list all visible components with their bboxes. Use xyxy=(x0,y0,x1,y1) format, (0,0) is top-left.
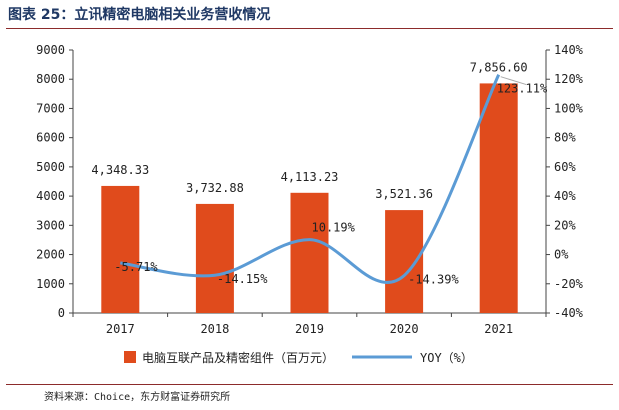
left-tick-label: 5000 xyxy=(36,160,65,174)
legend-line-label: YOY（%） xyxy=(420,351,473,365)
left-tick-label: 9000 xyxy=(36,43,65,57)
bar-label: 4,113.23 xyxy=(281,170,339,184)
x-tick-label: 2021 xyxy=(484,322,513,336)
left-tick-label: 2000 xyxy=(36,248,65,262)
yoy-label: -14.39% xyxy=(408,273,459,287)
right-tick-label: 100% xyxy=(554,101,584,115)
x-tick-label: 2019 xyxy=(295,322,324,336)
left-tick-label: 0 xyxy=(58,306,65,320)
title-divider xyxy=(6,28,613,29)
bar-2021 xyxy=(479,83,518,313)
yoy-label: 10.19% xyxy=(312,221,356,235)
yoy-label: 123.11% xyxy=(497,82,548,96)
bar-label: 4,348.33 xyxy=(91,163,149,177)
source-divider xyxy=(6,384,613,385)
legend-bar-swatch xyxy=(124,351,136,363)
bar-2017 xyxy=(101,185,140,313)
left-tick-label: 8000 xyxy=(36,72,65,86)
x-tick-label: 2018 xyxy=(200,322,229,336)
right-tick-label: 120% xyxy=(554,72,584,86)
right-tick-label: 60% xyxy=(554,160,576,174)
left-tick-label: 4000 xyxy=(36,189,65,203)
chart-title: 图表 25：立讯精密电脑相关业务营收情况 xyxy=(8,7,271,23)
source-note: 资料来源：Choice，东方财富证券研究所 xyxy=(44,392,231,403)
bar-label: 3,732.88 xyxy=(186,181,244,195)
bar-2018 xyxy=(195,203,234,313)
bar-label: 3,521.36 xyxy=(375,187,433,201)
right-tick-label: -40% xyxy=(554,306,584,320)
right-tick-label: 140% xyxy=(554,43,584,57)
right-tick-label: -20% xyxy=(554,277,584,291)
bar-2019 xyxy=(290,192,329,313)
right-tick-label: 80% xyxy=(554,131,576,145)
x-tick-label: 2017 xyxy=(106,322,135,336)
bar-label: 7,856.60 xyxy=(470,60,528,74)
right-tick-label: 20% xyxy=(554,218,576,232)
left-tick-label: 1000 xyxy=(36,277,65,291)
yoy-line xyxy=(120,74,501,284)
left-tick-label: 7000 xyxy=(36,101,65,115)
x-tick-label: 2020 xyxy=(390,322,419,336)
left-tick-label: 3000 xyxy=(36,218,65,232)
yoy-label-leader xyxy=(500,76,527,86)
right-tick-label: 0% xyxy=(554,248,569,262)
left-tick-label: 6000 xyxy=(36,131,65,145)
legend-bar-label: 电脑互联产品及精密组件（百万元） xyxy=(142,350,334,365)
chart: 0 1000 2000 3000 4000 5000 6000 7000 8000 9000 -40… xyxy=(36,43,584,365)
right-tick-label: 40% xyxy=(554,189,576,203)
yoy-label: -14.15% xyxy=(217,272,268,286)
yoy-label: -5.71% xyxy=(114,260,158,274)
